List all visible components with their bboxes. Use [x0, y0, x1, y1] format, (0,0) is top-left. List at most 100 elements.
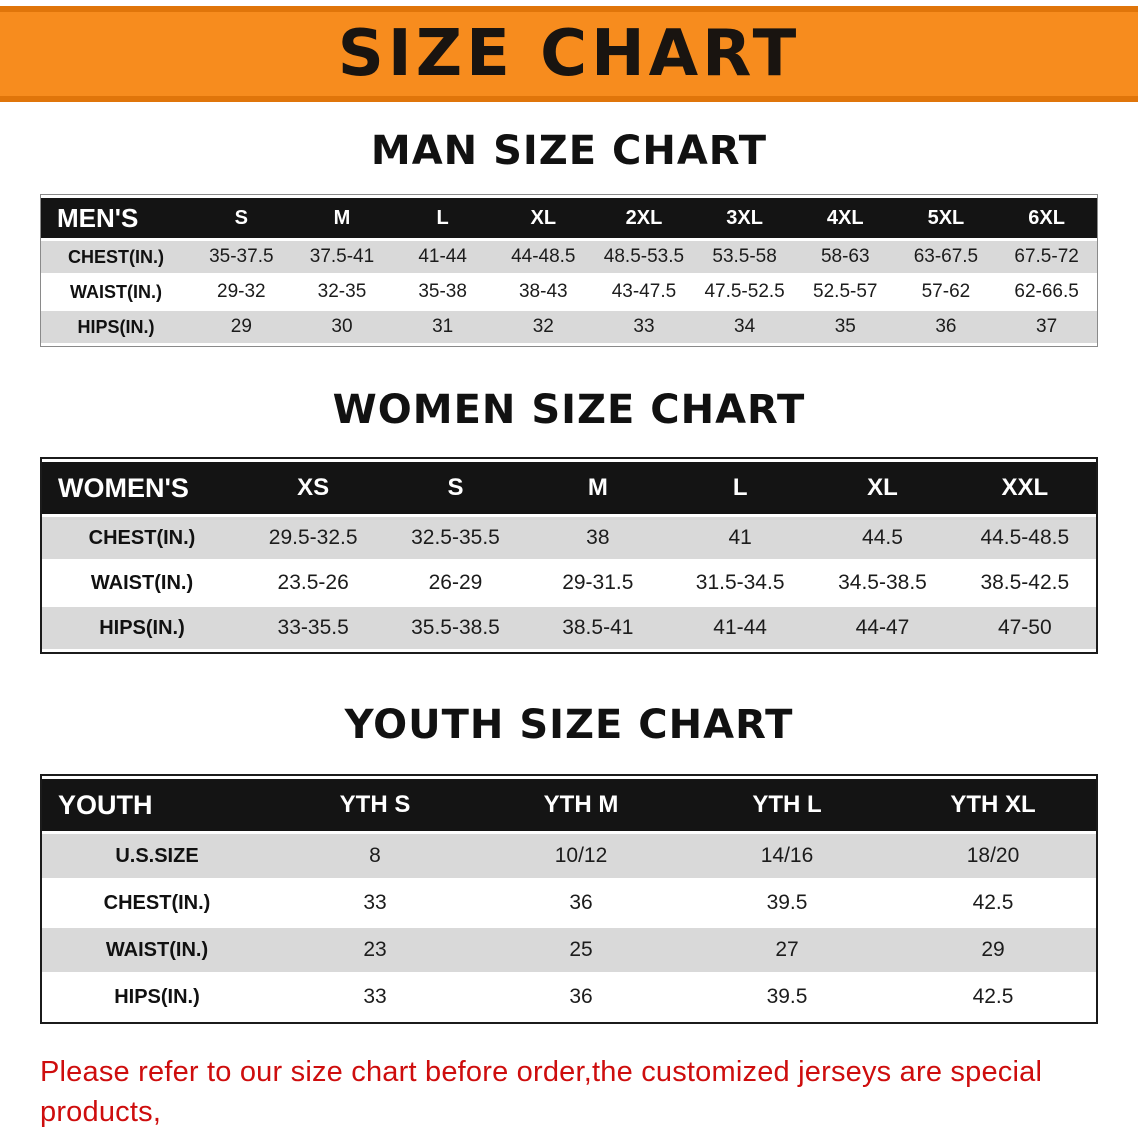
size-value-cell: 26-29 [384, 562, 527, 604]
size-value-cell: 44-48.5 [492, 241, 594, 273]
size-value-cell: 38.5-41 [526, 607, 669, 649]
size-column-header: 6XL [996, 198, 1097, 238]
size-value-cell: 33 [593, 311, 695, 343]
size-value-cell: 35-37.5 [191, 241, 292, 273]
table-corner-label: WOMEN'S [42, 462, 242, 514]
size-column-header: M [291, 198, 393, 238]
size-value-cell: 42.5 [890, 881, 1096, 925]
size-value-cell: 38 [526, 517, 669, 559]
size-value-cell: 29-32 [191, 276, 292, 308]
size-value-cell: 43-47.5 [593, 276, 695, 308]
size-column-header: S [384, 462, 527, 514]
size-value-cell: 34.5-38.5 [811, 562, 954, 604]
table-header-row: WOMEN'S XS S M L XL XXL [42, 462, 1096, 514]
women-size-table: WOMEN'S XS S M L XL XXL CHEST(IN.) 29.5-32.5 32.5… [42, 459, 1096, 652]
size-column-header: 4XL [794, 198, 896, 238]
size-value-cell: 57-62 [895, 276, 997, 308]
measurement-row-label: WAIST(IN.) [42, 562, 242, 604]
order-policy-note-line-1: Please refer to our size chart before or… [40, 1056, 1043, 1128]
size-column-header: 3XL [694, 198, 795, 238]
size-value-cell: 32.5-35.5 [384, 517, 527, 559]
size-value-cell: 42.5 [890, 975, 1096, 1019]
size-value-cell: 29 [890, 928, 1096, 972]
size-column-header: YTH S [272, 779, 478, 831]
table-row: CHEST(IN.) 35-37.5 37.5-41 41-44 44-48.5 48.5… [41, 241, 1097, 273]
size-value-cell: 58-63 [794, 241, 896, 273]
size-value-cell: 8 [272, 834, 478, 878]
size-value-cell: 35.5-38.5 [384, 607, 527, 649]
size-value-cell: 27 [684, 928, 890, 972]
order-policy-note: Please refer to our size chart before or… [40, 1052, 1102, 1132]
size-value-cell: 10/12 [478, 834, 684, 878]
women-size-table-wrap: WOMEN'S XS S M L XL XXL CHEST(IN.) 29.5-32.5 32.5… [40, 457, 1098, 654]
measurement-row-label: WAIST(IN.) [42, 928, 272, 972]
table-header-row: MEN'S S M L XL 2XL 3XL 4XL 5XL 6XL [41, 198, 1097, 238]
table-row: WAIST(IN.) 29-32 32-35 35-38 38-43 43-47.5 47.… [41, 276, 1097, 308]
size-chart-banner: SIZE CHART [0, 6, 1138, 102]
size-value-cell: 53.5-58 [694, 241, 795, 273]
size-column-header: XL [811, 462, 954, 514]
size-value-cell: 39.5 [684, 975, 890, 1019]
size-value-cell: 33 [272, 881, 478, 925]
table-row: HIPS(IN.) 33 36 39.5 42.5 [42, 975, 1096, 1019]
size-column-header: XL [492, 198, 594, 238]
size-value-cell: 14/16 [684, 834, 890, 878]
men-size-table: MEN'S S M L XL 2XL 3XL 4XL 5XL 6XL CHEST(IN.) 35-37… [41, 195, 1097, 346]
table-corner-label: YOUTH [42, 779, 272, 831]
size-value-cell: 33 [272, 975, 478, 1019]
men-section-heading: MAN SIZE CHART [370, 128, 768, 174]
table-corner-label: MEN'S [41, 198, 191, 238]
size-value-cell: 63-67.5 [895, 241, 997, 273]
size-value-cell: 29 [191, 311, 292, 343]
table-row: CHEST(IN.) 29.5-32.5 32.5-35.5 38 41 44.5 44.5… [42, 517, 1096, 559]
size-column-header: 5XL [895, 198, 997, 238]
size-value-cell: 38-43 [492, 276, 594, 308]
size-value-cell: 44.5 [811, 517, 954, 559]
size-value-cell: 62-66.5 [996, 276, 1097, 308]
youth-size-section: YOUTH SIZE CHART YOUTH YTH S YTH M YTH L YTH… [0, 702, 1138, 1024]
size-value-cell: 67.5-72 [996, 241, 1097, 273]
size-value-cell: 48.5-53.5 [593, 241, 695, 273]
size-column-header: YTH L [684, 779, 890, 831]
size-column-header: YTH M [478, 779, 684, 831]
size-value-cell: 39.5 [684, 881, 890, 925]
table-row: HIPS(IN.) 29 30 31 32 33 34 35 36 37 [41, 311, 1097, 343]
size-column-header: XXL [953, 462, 1096, 514]
table-row: WAIST(IN.) 23.5-26 26-29 29-31.5 31.5-34.5 34… [42, 562, 1096, 604]
size-column-header: L [668, 462, 812, 514]
measurement-row-label: CHEST(IN.) [41, 241, 191, 273]
measurement-row-label: HIPS(IN.) [41, 311, 191, 343]
size-value-cell: 52.5-57 [794, 276, 896, 308]
size-value-cell: 36 [895, 311, 997, 343]
table-header-row: YOUTH YTH S YTH M YTH L YTH XL [42, 779, 1096, 831]
size-value-cell: 47.5-52.5 [694, 276, 795, 308]
size-value-cell: 29-31.5 [526, 562, 669, 604]
size-value-cell: 36 [478, 881, 684, 925]
table-row: U.S.SIZE 8 10/12 14/16 18/20 [42, 834, 1096, 878]
youth-size-table: YOUTH YTH S YTH M YTH L YTH XL U.S.SIZE 8 10/12… [42, 776, 1096, 1022]
size-value-cell: 47-50 [953, 607, 1096, 649]
size-value-cell: 38.5-42.5 [953, 562, 1096, 604]
page-title: SIZE CHART [337, 17, 801, 91]
size-value-cell: 44-47 [811, 607, 954, 649]
youth-size-table-wrap: YOUTH YTH S YTH M YTH L YTH XL U.S.SIZE 8 10/12… [40, 774, 1098, 1024]
size-column-header: XS [242, 462, 385, 514]
measurement-row-label: WAIST(IN.) [41, 276, 191, 308]
size-column-header: 2XL [593, 198, 695, 238]
size-value-cell: 23.5-26 [242, 562, 385, 604]
size-value-cell: 37.5-41 [291, 241, 393, 273]
table-row: WAIST(IN.) 23 25 27 29 [42, 928, 1096, 972]
size-column-header: YTH XL [890, 779, 1096, 831]
size-value-cell: 35-38 [392, 276, 493, 308]
size-value-cell: 25 [478, 928, 684, 972]
size-value-cell: 32 [492, 311, 594, 343]
table-row: CHEST(IN.) 33 36 39.5 42.5 [42, 881, 1096, 925]
measurement-row-label: U.S.SIZE [42, 834, 272, 878]
women-size-section: WOMEN SIZE CHART WOMEN'S XS S M L XL XXL CHEST(… [0, 387, 1138, 654]
size-value-cell: 37 [996, 311, 1097, 343]
size-value-cell: 35 [794, 311, 896, 343]
table-row: HIPS(IN.) 33-35.5 35.5-38.5 38.5-41 41-44 44-… [42, 607, 1096, 649]
women-section-heading: WOMEN SIZE CHART [332, 387, 806, 433]
size-value-cell: 30 [291, 311, 393, 343]
size-value-cell: 31 [392, 311, 493, 343]
